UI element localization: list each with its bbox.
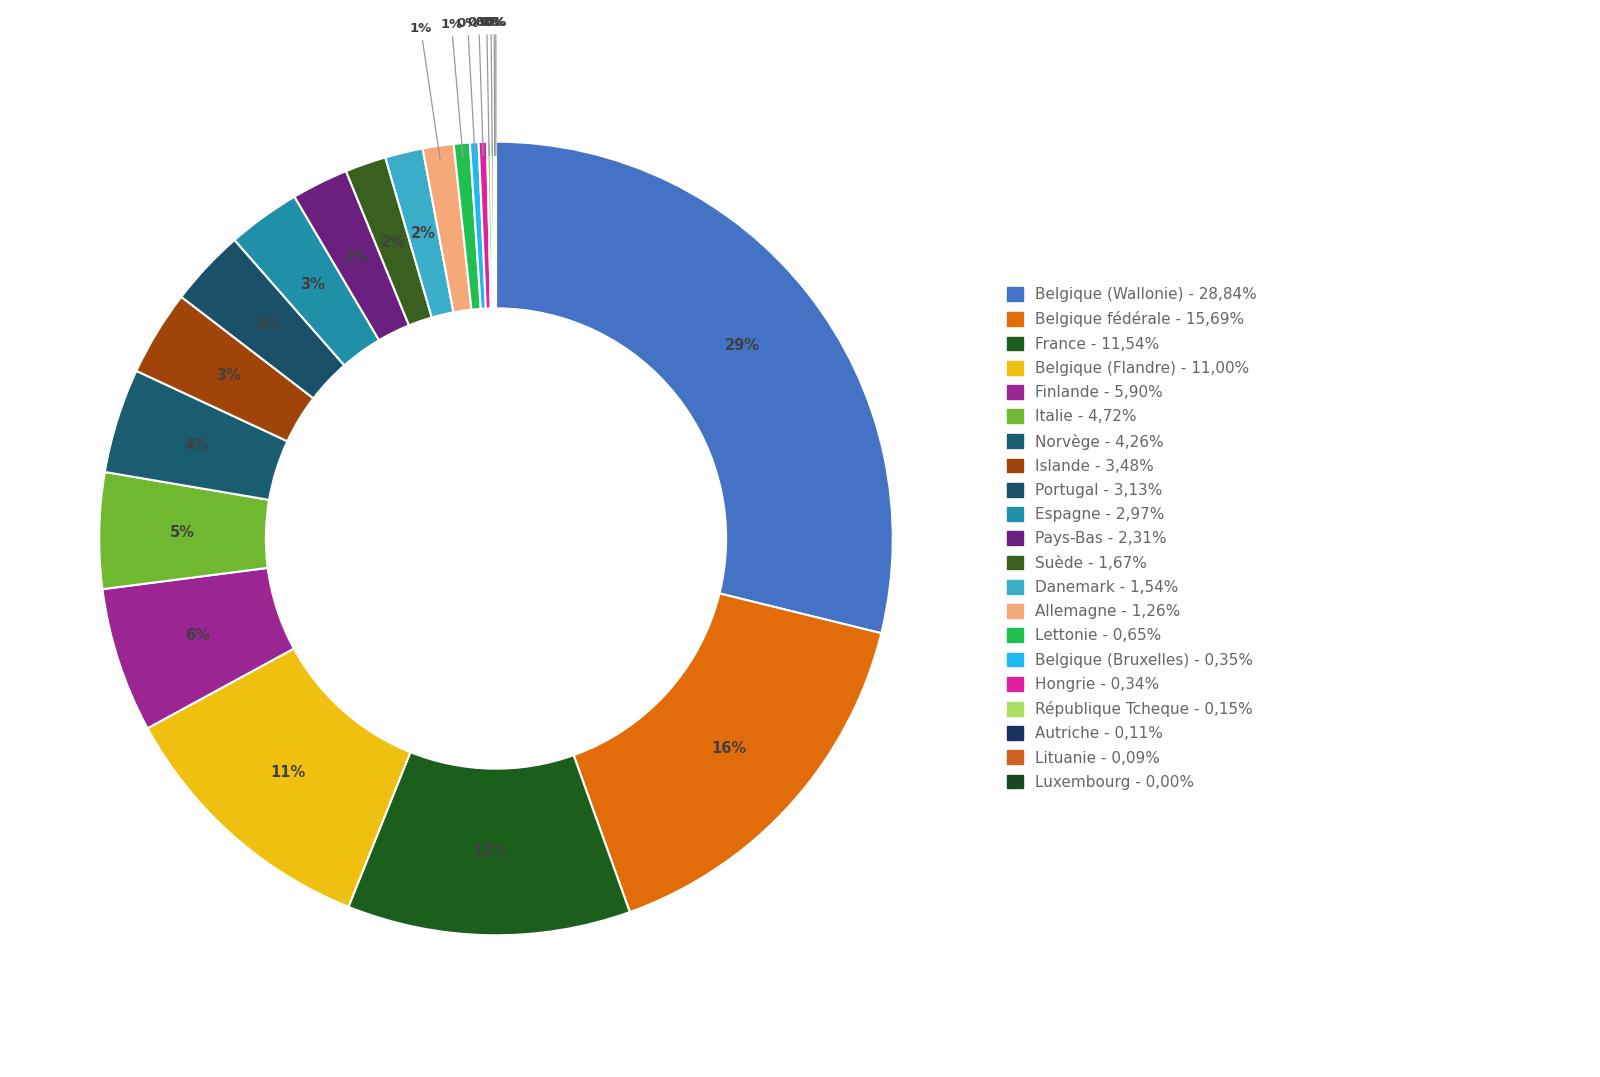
Text: 1%: 1%	[440, 18, 462, 157]
Wedge shape	[136, 297, 314, 442]
Wedge shape	[486, 142, 493, 308]
Wedge shape	[491, 142, 494, 308]
Text: 2%: 2%	[344, 250, 370, 265]
Wedge shape	[181, 240, 344, 398]
Text: 0%: 0%	[475, 16, 498, 156]
Text: 0%: 0%	[485, 16, 507, 155]
Text: 3%: 3%	[216, 368, 240, 383]
Text: 11%: 11%	[270, 766, 306, 781]
Text: 4%: 4%	[184, 437, 210, 452]
Text: 2%: 2%	[381, 235, 405, 250]
Wedge shape	[574, 593, 882, 912]
Text: 12%: 12%	[472, 844, 507, 859]
Legend: Belgique (Wallonie) - 28,84%, Belgique fédérale - 15,69%, France - 11,54%, Belgi: Belgique (Wallonie) - 28,84%, Belgique f…	[1000, 280, 1264, 797]
Wedge shape	[478, 142, 491, 309]
Wedge shape	[422, 144, 472, 312]
Wedge shape	[147, 648, 411, 907]
Wedge shape	[349, 752, 630, 935]
Wedge shape	[386, 149, 453, 318]
Text: 0%: 0%	[480, 16, 502, 155]
Text: 16%: 16%	[710, 741, 746, 756]
Wedge shape	[106, 370, 288, 500]
Wedge shape	[496, 142, 893, 633]
Text: 29%: 29%	[725, 337, 760, 352]
Wedge shape	[102, 568, 294, 728]
Text: 0%: 0%	[467, 16, 490, 156]
Text: 0%: 0%	[483, 16, 506, 155]
Wedge shape	[454, 142, 482, 310]
Wedge shape	[294, 171, 410, 340]
Text: 0%: 0%	[456, 17, 478, 156]
Text: 5%: 5%	[170, 524, 195, 540]
Text: 1%: 1%	[410, 22, 440, 159]
Text: 2%: 2%	[411, 226, 435, 241]
Text: 6%: 6%	[186, 628, 210, 643]
Wedge shape	[235, 197, 379, 365]
Text: 3%: 3%	[254, 317, 280, 332]
Wedge shape	[470, 142, 486, 309]
Wedge shape	[493, 142, 496, 308]
Text: 3%: 3%	[299, 277, 325, 292]
Wedge shape	[99, 472, 269, 589]
Wedge shape	[346, 157, 432, 325]
